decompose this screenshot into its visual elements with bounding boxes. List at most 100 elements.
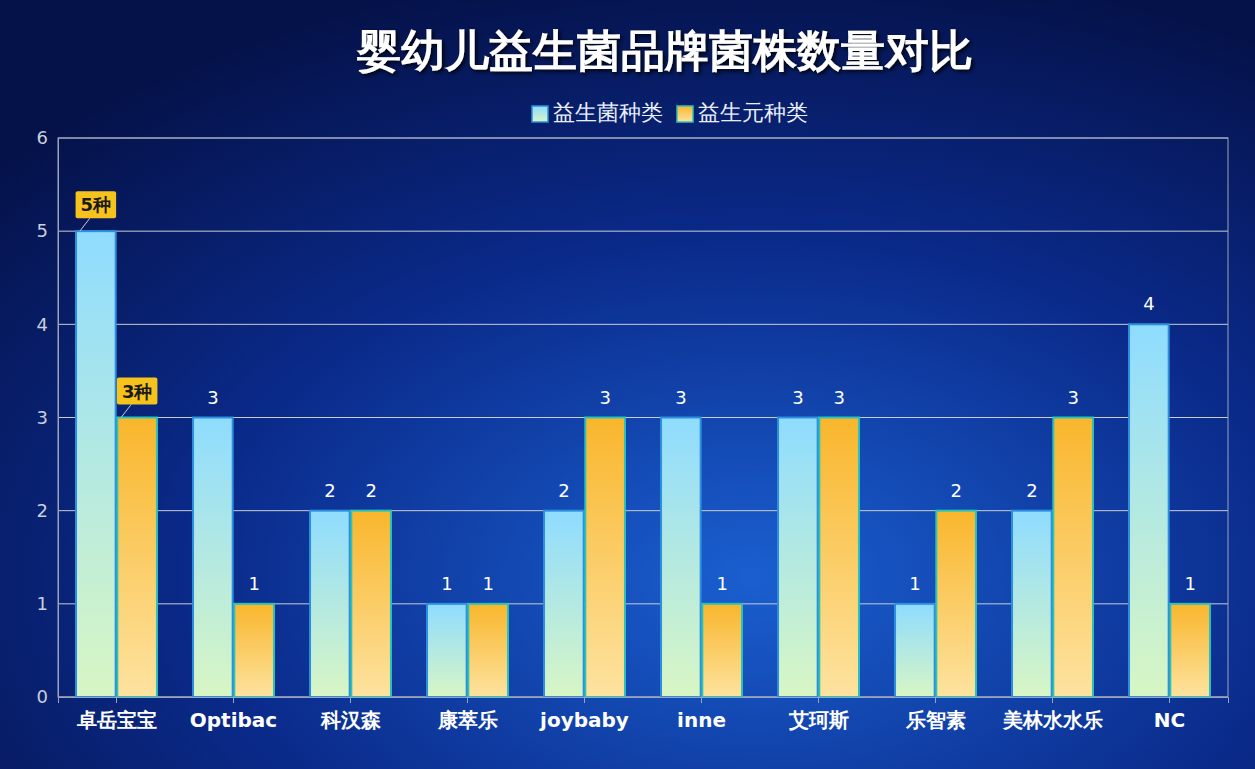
- data-label: 3: [207, 387, 218, 408]
- x-tick-mark: [350, 697, 351, 703]
- data-label: 3: [675, 387, 686, 408]
- y-tick-label: 6: [37, 127, 48, 148]
- y-tick: 5: [37, 220, 58, 241]
- bar: [468, 604, 508, 697]
- x-tick-label: joybaby: [539, 708, 629, 732]
- x-tick-label: inne: [677, 708, 726, 732]
- bar: [936, 511, 976, 697]
- x-tick: NC: [1154, 697, 1185, 732]
- y-tick: 3: [37, 407, 58, 428]
- x-tick: Optibac: [190, 697, 277, 732]
- bar: [1170, 604, 1210, 697]
- x-tick-label: 艾珂斯: [788, 708, 849, 732]
- bar: [544, 511, 584, 697]
- legend-item: 益生元种类: [677, 100, 808, 125]
- legend: 益生菌种类 益生元种类: [532, 100, 808, 125]
- data-label: 3: [833, 387, 844, 408]
- data-label: 3: [599, 387, 610, 408]
- bar: [702, 604, 742, 697]
- bar: [778, 418, 818, 698]
- legend-item: 益生菌种类: [532, 100, 663, 125]
- x-tick: joybaby: [539, 697, 629, 732]
- callout-leader: [121, 405, 131, 418]
- y-axis-line: [58, 139, 59, 698]
- chart: 婴幼儿益生菌品牌菌株数量对比益生菌种类 益生元种类 0 1 2 3 4 5 6 卓岳宝宝 Optib…: [0, 0, 1255, 769]
- x-tick: 美林水水乐: [1002, 697, 1103, 732]
- background: [0, 0, 1255, 769]
- bar: [234, 604, 274, 697]
- bar: [310, 511, 350, 697]
- y-tick: 4: [37, 314, 58, 335]
- data-label: 3种: [122, 381, 153, 402]
- x-tick: 艾珂斯: [788, 697, 849, 732]
- data-label: 1: [248, 573, 259, 594]
- x-tick-mark: [818, 697, 819, 703]
- x-tick-mark: [1169, 697, 1170, 703]
- data-labels: 5种3212331243种121313231: [76, 191, 1196, 594]
- x-tick: 康萃乐: [437, 697, 498, 732]
- bar: [895, 604, 935, 697]
- x-tick-mark: [116, 697, 117, 703]
- data-label: 1: [1184, 573, 1195, 594]
- x-tick-mark: [233, 697, 234, 703]
- legend-label: 益生元种类: [698, 100, 808, 125]
- bar: [1012, 511, 1052, 697]
- y-tick: 6: [37, 127, 58, 148]
- grid-line: [58, 324, 1228, 325]
- data-label: 2: [1026, 480, 1037, 501]
- callout-leader: [80, 218, 90, 231]
- data-label: 3: [792, 387, 803, 408]
- x-tick-mark: [935, 697, 936, 703]
- data-label: 1: [909, 573, 920, 594]
- data-label: 2: [950, 480, 961, 501]
- grid: [58, 138, 1228, 697]
- x-tick-label: NC: [1154, 708, 1185, 732]
- bar: [819, 418, 859, 698]
- y-axis: 0 1 2 3 4 5 6: [37, 127, 59, 707]
- x-tick-label: Optibac: [190, 708, 277, 732]
- y-tick: 1: [37, 593, 58, 614]
- x-tick-label: 康萃乐: [437, 708, 498, 732]
- y-tick: 2: [37, 500, 58, 521]
- bar: [585, 418, 625, 698]
- plot: 0 1 2 3 4 5 6 卓岳宝宝 Optibac 科汉森 康萃乐 joybaby inne 艾珂斯 乐智…: [37, 127, 1229, 732]
- series: [117, 418, 1210, 698]
- legend-swatch: [532, 106, 548, 122]
- x-axis-line: [59, 698, 1229, 704]
- x-tick: inne: [677, 697, 726, 732]
- y-tick-label: 1: [37, 593, 48, 614]
- bar: [76, 231, 116, 697]
- data-label: 1: [482, 573, 493, 594]
- bar: [193, 418, 233, 698]
- x-tick: 卓岳宝宝: [76, 697, 157, 732]
- x-axis: 卓岳宝宝 Optibac 科汉森 康萃乐 joybaby inne 艾珂斯 乐智素 美林水水乐 N…: [59, 697, 1229, 732]
- y-tick: 0: [37, 686, 58, 707]
- data-label: 2: [324, 480, 335, 501]
- y-tick-label: 2: [37, 500, 48, 521]
- callout-box: [117, 378, 158, 405]
- data-label: 2: [558, 480, 569, 501]
- x-tick-label: 科汉森: [320, 708, 382, 732]
- x-tick-mark: [1052, 697, 1053, 703]
- data-label: 1: [441, 573, 452, 594]
- y-tick-label: 0: [37, 686, 48, 707]
- x-tick-label: 乐智素: [905, 708, 966, 732]
- data-label: 2: [365, 480, 376, 501]
- data-label: 5种: [81, 194, 112, 215]
- data-label: 4: [1143, 293, 1154, 314]
- x-tick-label: 卓岳宝宝: [76, 708, 157, 732]
- series: [76, 231, 1169, 697]
- legend-label: 益生菌种类: [553, 100, 663, 125]
- title: 婴幼儿益生菌品牌菌株数量对比: [356, 25, 973, 76]
- data-label: 3: [1067, 387, 1078, 408]
- callout-box: [76, 191, 117, 218]
- x-tick-label: 美林水水乐: [1002, 708, 1103, 732]
- callout: 5种: [76, 191, 117, 231]
- x-tick-mark: [467, 697, 468, 703]
- y-tick-label: 3: [37, 407, 48, 428]
- bars: [76, 231, 1210, 697]
- bar: [117, 418, 157, 698]
- callout: 3种: [117, 378, 158, 418]
- bar: [1053, 418, 1093, 698]
- x-tick: 科汉森: [320, 697, 382, 732]
